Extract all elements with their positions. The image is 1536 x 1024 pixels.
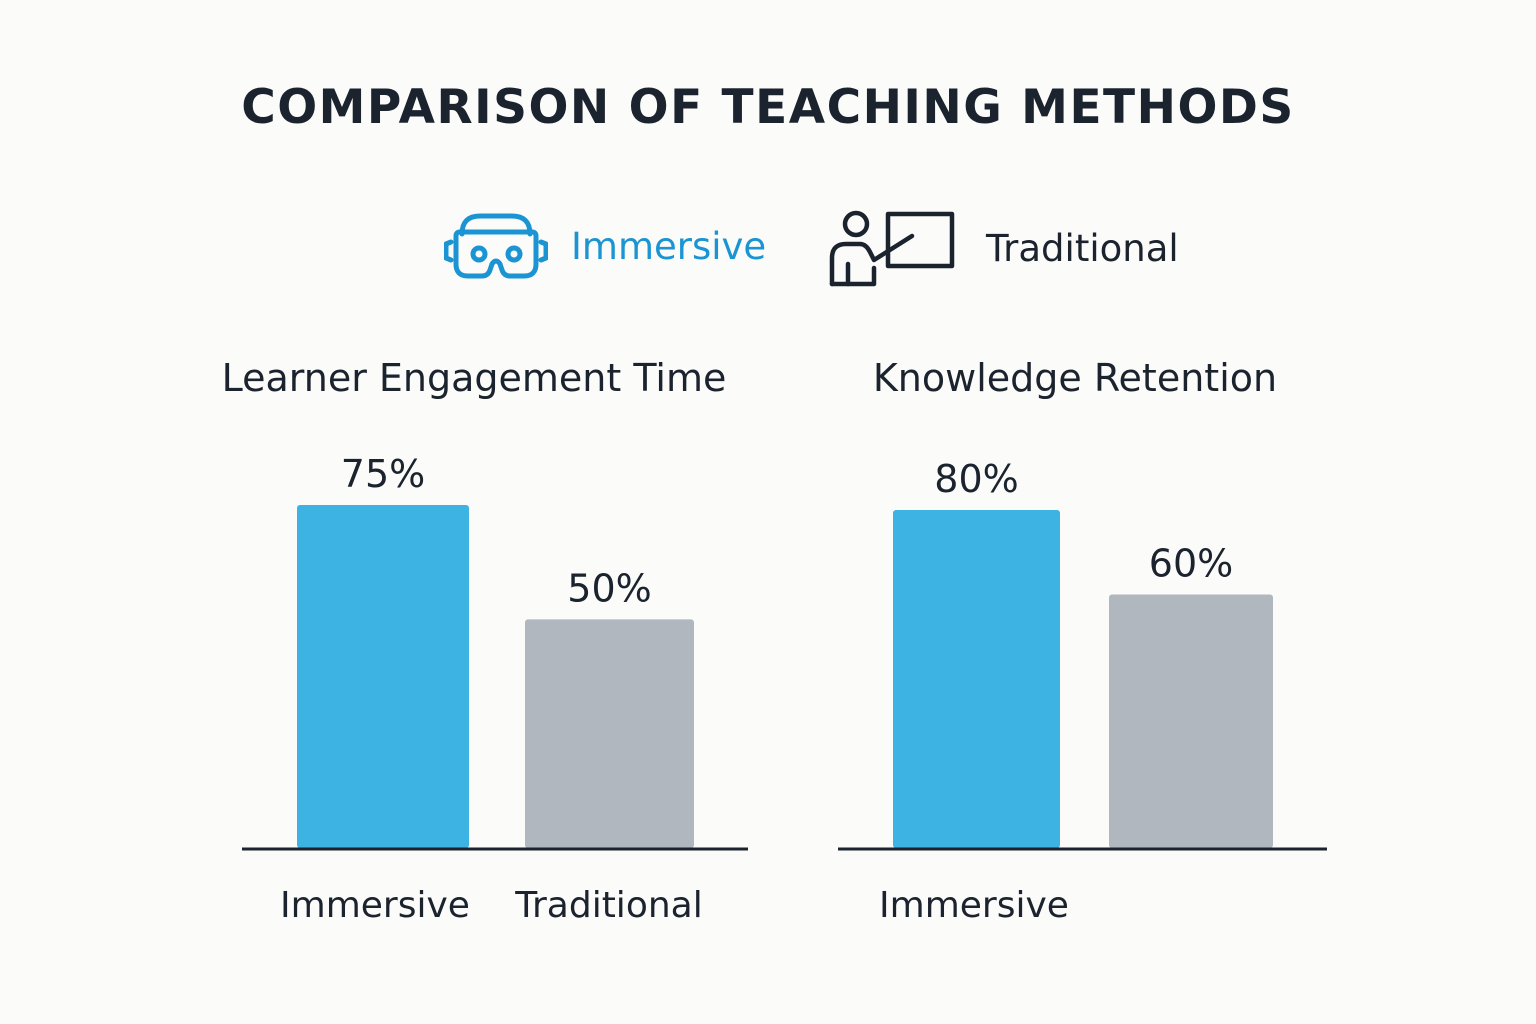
category-label-engagement-traditional: Traditional: [514, 885, 702, 926]
category-label-retention-immersive: Immersive: [879, 885, 1069, 926]
chart-main-title: COMPARISON OF TEACHING METHODS: [241, 80, 1295, 135]
chart-engagement: Learner Engagement Time 75% 50% Immersiv…: [222, 356, 748, 926]
legend-item-immersive: Immersive: [443, 210, 767, 282]
value-label-engagement-traditional: 50%: [567, 566, 651, 610]
legend-label-traditional: Traditional: [986, 226, 1179, 270]
value-label-retention-immersive: 80%: [934, 457, 1018, 501]
teacher-board-icon: [828, 208, 956, 288]
legend-label-immersive: Immersive: [571, 224, 767, 268]
vr-headset-icon: [443, 210, 549, 282]
chart-1-title: Learner Engagement Time: [222, 356, 727, 400]
bar-retention-immersive: [893, 510, 1060, 848]
category-label-engagement-immersive: Immersive: [280, 885, 470, 926]
chart-retention: Knowledge Retention 80% 60% Immersive: [838, 356, 1327, 926]
legend-item-traditional: Traditional: [828, 208, 1179, 288]
chart-2-title: Knowledge Retention: [873, 356, 1277, 400]
bar-engagement-traditional: [525, 619, 694, 848]
bar-engagement-immersive: [297, 505, 469, 848]
bar-retention-traditional: [1109, 594, 1273, 848]
value-label-retention-traditional: 60%: [1149, 542, 1233, 586]
value-label-engagement-immersive: 75%: [341, 452, 425, 496]
